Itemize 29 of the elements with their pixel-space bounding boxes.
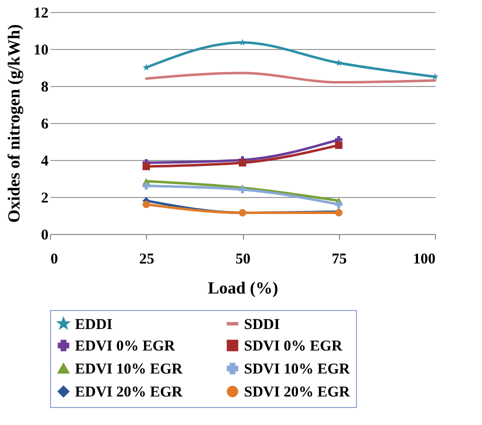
legend-label: SDVI 20% EGR xyxy=(244,384,350,400)
legend-label: SDVI 0% EGR xyxy=(244,338,343,354)
y-tick-label: 12 xyxy=(34,6,48,22)
point xyxy=(335,200,342,208)
x-tick-label: 50 xyxy=(236,252,250,268)
y-tick-label: 6 xyxy=(41,116,49,132)
point xyxy=(142,182,150,190)
point xyxy=(335,141,342,149)
legend-label: EDDI xyxy=(75,316,113,333)
point xyxy=(238,38,246,46)
point xyxy=(142,200,150,208)
x-axis-title: Load (%) xyxy=(208,278,278,298)
x-tick-label: 100 xyxy=(413,252,436,268)
legend-label: EDVI 0% EGR xyxy=(75,338,176,354)
point xyxy=(238,186,246,194)
point xyxy=(238,159,246,166)
x-tick-label: 75 xyxy=(332,252,347,268)
y-tick-label: 2 xyxy=(41,190,48,206)
y-tick-label: 8 xyxy=(41,80,48,96)
y-axis-title: Oxides of nitrogen (g/kWh) xyxy=(4,24,24,223)
y-tick-label: 0 xyxy=(41,228,48,244)
y-tick-label: 4 xyxy=(41,154,49,170)
legend-label: SDDI xyxy=(244,316,280,333)
x-tick-label: 25 xyxy=(139,252,154,268)
y-tick-label: 10 xyxy=(34,42,48,58)
legend-label: SDVI 10% EGR xyxy=(244,362,350,378)
legend-label: EDVI 20% EGR xyxy=(75,384,183,400)
legend-label: EDVI 10% EGR xyxy=(75,362,183,378)
point xyxy=(142,162,150,170)
